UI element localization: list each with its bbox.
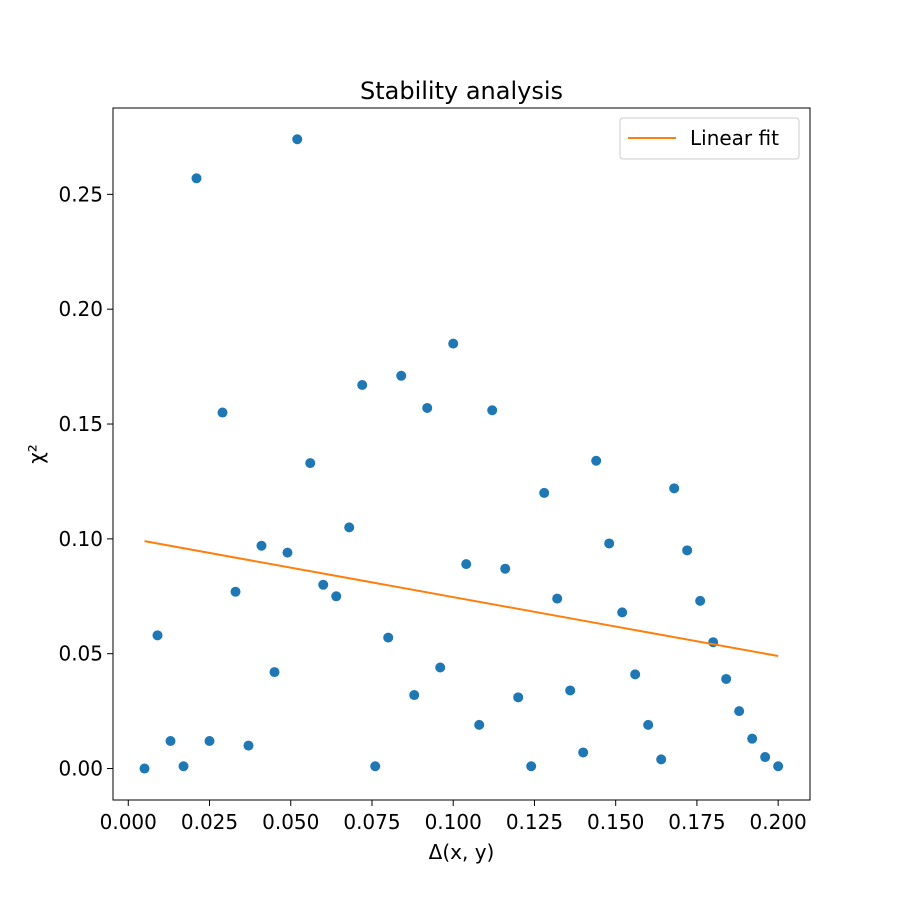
x-tick-label: 0.075 <box>343 810 400 834</box>
y-tick-label: 0.00 <box>58 757 103 781</box>
scatter-point <box>305 458 316 469</box>
scatter-point <box>191 173 202 184</box>
scatter-point <box>526 761 537 772</box>
legend-box <box>619 117 800 160</box>
scatter-point <box>552 593 563 604</box>
y-axis-ticks: 0.00 0.05 0.10 0.15 0.20 0.25 <box>58 182 113 781</box>
scatter-point <box>695 595 706 606</box>
scatter-point <box>513 692 524 703</box>
x-tick-label: 0.025 <box>181 810 238 834</box>
scatter-point <box>256 540 267 551</box>
scatter-point <box>591 455 602 466</box>
scatter-point <box>682 545 693 556</box>
scatter-point <box>165 735 176 746</box>
scatter-point <box>474 719 485 730</box>
scatter-point <box>578 747 589 758</box>
scatter-point <box>630 669 641 680</box>
scatter-point <box>487 405 498 416</box>
scatter-point <box>656 754 667 765</box>
scatter-point <box>643 719 654 730</box>
scatter-point <box>409 690 420 701</box>
y-tick-label: 0.05 <box>58 642 103 666</box>
scatter-point <box>422 402 433 413</box>
y-tick-label: 0.20 <box>58 297 103 321</box>
x-tick-label: 0.050 <box>262 810 319 834</box>
legend: Linear fit <box>619 117 800 160</box>
x-tick-label: 0.000 <box>100 810 157 834</box>
x-tick-label: 0.150 <box>587 810 644 834</box>
scatter-point <box>773 761 784 772</box>
scatter-point <box>448 338 459 349</box>
scatter-point <box>500 563 511 574</box>
x-tick-label: 0.100 <box>425 810 482 834</box>
y-axis-label: χ² <box>24 444 48 464</box>
chart-title: Stability analysis <box>360 77 563 105</box>
scatter-point <box>747 733 758 744</box>
y-tick-label: 0.10 <box>58 527 103 551</box>
scatter-point <box>565 685 576 696</box>
scatter-point <box>282 547 293 558</box>
scatter-point <box>435 662 446 673</box>
scatter-point <box>617 607 628 618</box>
x-tick-label: 0.200 <box>750 810 807 834</box>
y-tick-label: 0.15 <box>58 412 103 436</box>
scatter-point <box>318 579 329 590</box>
scatter-point <box>721 673 732 684</box>
linear-fit-line <box>144 540 779 657</box>
legend-label-linear-fit: Linear fit <box>690 126 779 150</box>
scatter-point <box>760 752 771 763</box>
scatter-point <box>383 632 394 643</box>
x-axis-ticks: 0.000 0.025 0.050 0.075 0.100 0.125 0.150 0.175… <box>100 800 807 834</box>
x-axis-label: Δ(x, y) <box>429 840 495 864</box>
scatter-point <box>331 591 342 602</box>
x-tick-label: 0.175 <box>668 810 725 834</box>
scatter-point <box>539 487 550 498</box>
scatter-point <box>370 761 381 772</box>
scatter-point <box>230 586 241 597</box>
scatter-point <box>669 483 680 494</box>
scatter-point <box>269 667 280 678</box>
scatter-point <box>734 706 745 717</box>
plot-frame <box>112 107 811 801</box>
scatter-point <box>357 379 368 390</box>
scatter-point <box>152 630 163 641</box>
scatter-point <box>204 735 215 746</box>
scatter-point <box>604 538 615 549</box>
scatter-point <box>243 740 254 751</box>
scatter-point <box>139 763 150 774</box>
y-tick-label: 0.25 <box>58 182 103 206</box>
scatter-point <box>396 370 407 381</box>
scatter-point <box>292 134 303 145</box>
scatter-point <box>217 407 228 418</box>
x-tick-label: 0.125 <box>506 810 563 834</box>
scatter-point <box>344 522 355 533</box>
scatter-point <box>461 559 472 570</box>
scatter-point <box>178 761 189 772</box>
plot-area <box>139 134 784 774</box>
